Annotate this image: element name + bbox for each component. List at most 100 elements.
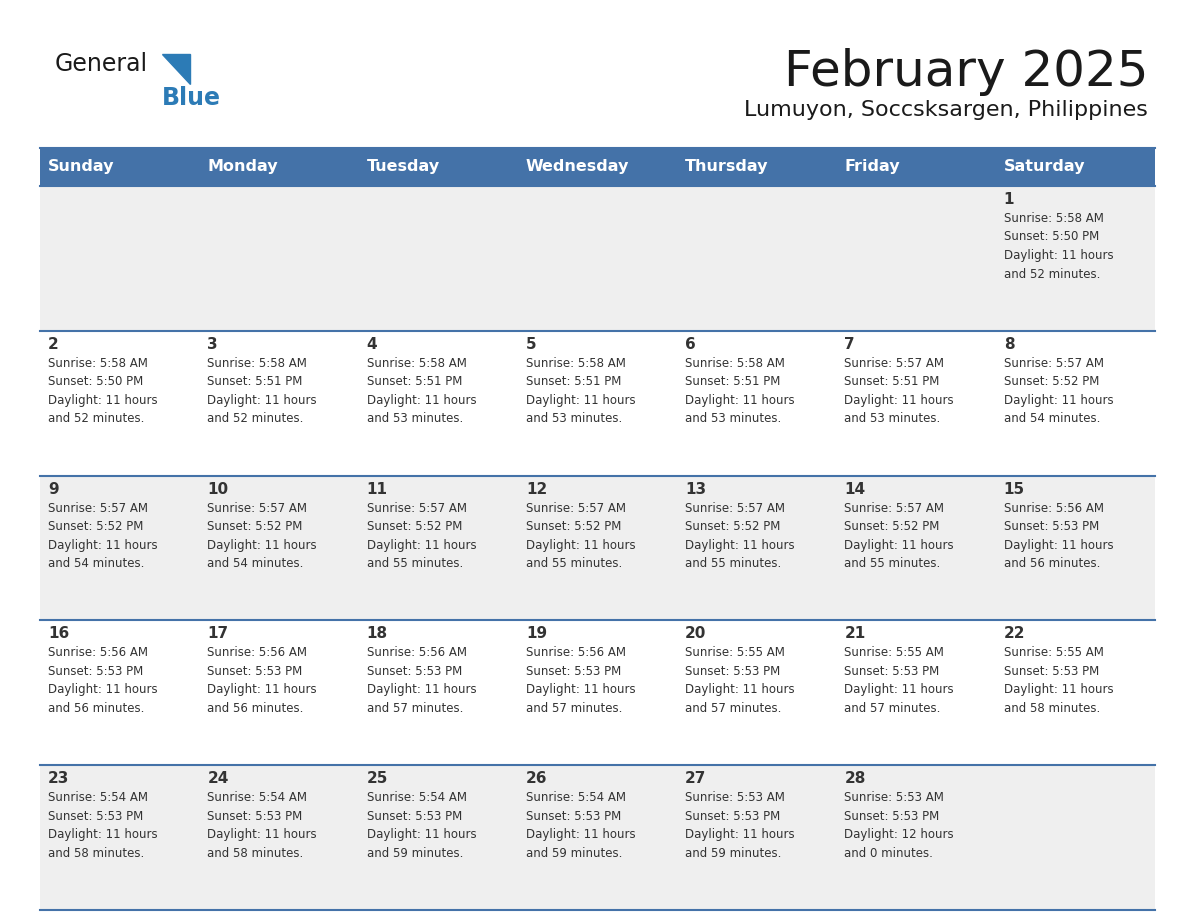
Text: Sunrise: 5:57 AM: Sunrise: 5:57 AM: [367, 501, 467, 515]
Text: Sunset: 5:53 PM: Sunset: 5:53 PM: [367, 810, 462, 823]
Text: 1: 1: [1004, 192, 1015, 207]
Text: Sunrise: 5:54 AM: Sunrise: 5:54 AM: [526, 791, 626, 804]
Text: Daylight: 11 hours: Daylight: 11 hours: [1004, 394, 1113, 407]
Text: Sunrise: 5:57 AM: Sunrise: 5:57 AM: [685, 501, 785, 515]
Text: Sunset: 5:53 PM: Sunset: 5:53 PM: [845, 810, 940, 823]
Bar: [200, 766, 359, 910]
Text: Sunrise: 5:56 AM: Sunrise: 5:56 AM: [207, 646, 308, 659]
Text: and 55 minutes.: and 55 minutes.: [685, 557, 782, 570]
Text: Daylight: 11 hours: Daylight: 11 hours: [1004, 249, 1113, 262]
Bar: [200, 621, 359, 766]
Text: Sunrise: 5:55 AM: Sunrise: 5:55 AM: [685, 646, 785, 659]
Text: Sunset: 5:52 PM: Sunset: 5:52 PM: [207, 521, 303, 533]
Text: and 59 minutes.: and 59 minutes.: [526, 846, 623, 859]
Text: Daylight: 11 hours: Daylight: 11 hours: [207, 394, 317, 407]
Bar: [677, 148, 836, 186]
Text: and 53 minutes.: and 53 minutes.: [845, 412, 941, 425]
Text: 27: 27: [685, 771, 707, 786]
Text: and 57 minutes.: and 57 minutes.: [685, 702, 782, 715]
Text: and 54 minutes.: and 54 minutes.: [48, 557, 145, 570]
Text: and 53 minutes.: and 53 minutes.: [526, 412, 623, 425]
Text: Sunrise: 5:53 AM: Sunrise: 5:53 AM: [685, 791, 785, 804]
Text: Sunset: 5:53 PM: Sunset: 5:53 PM: [48, 810, 144, 823]
Text: Friday: Friday: [845, 160, 901, 174]
Bar: [677, 621, 836, 766]
Text: 13: 13: [685, 482, 707, 497]
Text: 25: 25: [367, 771, 388, 786]
Text: Sunrise: 5:58 AM: Sunrise: 5:58 AM: [207, 357, 308, 370]
Text: Blue: Blue: [162, 86, 221, 110]
Bar: [40, 621, 200, 766]
Bar: [40, 766, 200, 910]
Text: Sunrise: 5:56 AM: Sunrise: 5:56 AM: [526, 646, 626, 659]
Bar: [996, 330, 1155, 476]
Text: and 57 minutes.: and 57 minutes.: [845, 702, 941, 715]
Text: Daylight: 11 hours: Daylight: 11 hours: [685, 539, 795, 552]
Text: Daylight: 11 hours: Daylight: 11 hours: [1004, 683, 1113, 697]
Bar: [40, 476, 200, 621]
Bar: [518, 148, 677, 186]
Text: and 56 minutes.: and 56 minutes.: [1004, 557, 1100, 570]
Text: Daylight: 11 hours: Daylight: 11 hours: [685, 828, 795, 841]
Text: Sunset: 5:53 PM: Sunset: 5:53 PM: [48, 665, 144, 677]
Text: 15: 15: [1004, 482, 1025, 497]
Bar: [40, 186, 200, 330]
Text: Lumuyon, Soccsksargen, Philippines: Lumuyon, Soccsksargen, Philippines: [744, 100, 1148, 120]
Text: Sunday: Sunday: [48, 160, 114, 174]
Bar: [996, 148, 1155, 186]
Text: 11: 11: [367, 482, 387, 497]
Text: Sunset: 5:52 PM: Sunset: 5:52 PM: [685, 521, 781, 533]
Bar: [836, 330, 996, 476]
Text: Sunrise: 5:56 AM: Sunrise: 5:56 AM: [48, 646, 148, 659]
Bar: [359, 186, 518, 330]
Bar: [836, 621, 996, 766]
Text: and 55 minutes.: and 55 minutes.: [526, 557, 623, 570]
Bar: [996, 186, 1155, 330]
Text: Daylight: 11 hours: Daylight: 11 hours: [845, 394, 954, 407]
Text: Daylight: 11 hours: Daylight: 11 hours: [48, 539, 158, 552]
Text: Sunset: 5:52 PM: Sunset: 5:52 PM: [845, 521, 940, 533]
Text: Daylight: 11 hours: Daylight: 11 hours: [48, 394, 158, 407]
Bar: [836, 148, 996, 186]
Bar: [359, 766, 518, 910]
Text: Sunset: 5:53 PM: Sunset: 5:53 PM: [526, 665, 621, 677]
Bar: [200, 330, 359, 476]
Text: Sunrise: 5:58 AM: Sunrise: 5:58 AM: [526, 357, 626, 370]
Bar: [518, 766, 677, 910]
Text: Daylight: 11 hours: Daylight: 11 hours: [685, 394, 795, 407]
Bar: [40, 330, 200, 476]
Text: Daylight: 11 hours: Daylight: 11 hours: [526, 539, 636, 552]
Text: Daylight: 11 hours: Daylight: 11 hours: [367, 828, 476, 841]
Text: Daylight: 11 hours: Daylight: 11 hours: [1004, 539, 1113, 552]
Text: Daylight: 11 hours: Daylight: 11 hours: [526, 683, 636, 697]
Text: 20: 20: [685, 626, 707, 642]
Text: Sunrise: 5:57 AM: Sunrise: 5:57 AM: [207, 501, 308, 515]
Text: Sunset: 5:53 PM: Sunset: 5:53 PM: [526, 810, 621, 823]
Text: Sunrise: 5:54 AM: Sunrise: 5:54 AM: [367, 791, 467, 804]
Bar: [996, 766, 1155, 910]
Text: Monday: Monday: [207, 160, 278, 174]
Text: and 56 minutes.: and 56 minutes.: [207, 702, 304, 715]
Text: Daylight: 11 hours: Daylight: 11 hours: [685, 683, 795, 697]
Text: 6: 6: [685, 337, 696, 352]
Bar: [996, 621, 1155, 766]
Text: Sunrise: 5:56 AM: Sunrise: 5:56 AM: [1004, 501, 1104, 515]
Text: and 57 minutes.: and 57 minutes.: [367, 702, 463, 715]
Text: Sunrise: 5:58 AM: Sunrise: 5:58 AM: [48, 357, 147, 370]
Text: Sunset: 5:51 PM: Sunset: 5:51 PM: [845, 375, 940, 388]
Text: Daylight: 11 hours: Daylight: 11 hours: [48, 683, 158, 697]
Text: 8: 8: [1004, 337, 1015, 352]
Text: and 52 minutes.: and 52 minutes.: [48, 412, 145, 425]
Text: and 58 minutes.: and 58 minutes.: [207, 846, 304, 859]
Text: and 53 minutes.: and 53 minutes.: [367, 412, 463, 425]
Text: Sunrise: 5:57 AM: Sunrise: 5:57 AM: [845, 357, 944, 370]
Text: and 59 minutes.: and 59 minutes.: [367, 846, 463, 859]
Text: Sunset: 5:50 PM: Sunset: 5:50 PM: [1004, 230, 1099, 243]
Text: and 52 minutes.: and 52 minutes.: [1004, 267, 1100, 281]
Text: 12: 12: [526, 482, 548, 497]
Text: 4: 4: [367, 337, 378, 352]
Text: and 55 minutes.: and 55 minutes.: [367, 557, 463, 570]
Text: Sunset: 5:53 PM: Sunset: 5:53 PM: [685, 665, 781, 677]
Text: Thursday: Thursday: [685, 160, 769, 174]
Text: Daylight: 11 hours: Daylight: 11 hours: [845, 539, 954, 552]
